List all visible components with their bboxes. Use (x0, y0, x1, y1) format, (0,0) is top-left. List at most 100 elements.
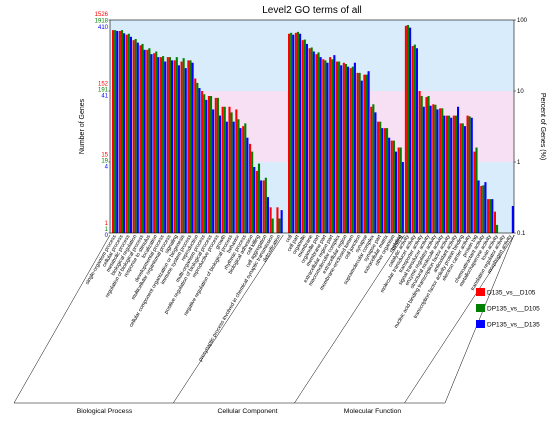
bar (136, 42, 139, 234)
bar (468, 116, 471, 233)
bar (379, 121, 382, 233)
bar (406, 25, 410, 233)
left-tick-label: 41 (101, 94, 108, 100)
bar (239, 128, 242, 233)
bar (461, 123, 464, 233)
bar (148, 48, 151, 234)
bar (260, 180, 263, 233)
bar (159, 57, 163, 233)
bar (198, 88, 201, 233)
bar (214, 97, 217, 233)
bar (191, 62, 194, 233)
legend-label: D135_vs__D105 (487, 290, 536, 297)
group-divider (173, 234, 284, 404)
bar (141, 43, 144, 233)
bar (230, 112, 233, 233)
bar (342, 62, 345, 233)
bar (262, 180, 265, 233)
bar (132, 40, 135, 234)
bar (249, 143, 252, 233)
bar (203, 94, 206, 233)
left-tick-label: 1918 (95, 19, 109, 25)
bar (194, 78, 197, 233)
legend-swatch (476, 320, 485, 328)
legend: D135_vs__D105 DP135_vs__D105 DP135_vs__D13… (476, 288, 540, 329)
bar (477, 180, 480, 233)
bar (413, 44, 416, 233)
bar (257, 163, 261, 233)
bar (367, 71, 370, 233)
bar (171, 60, 174, 234)
bar (205, 99, 208, 233)
bar (390, 140, 393, 233)
bar (411, 46, 414, 233)
bar (216, 97, 219, 233)
bar (168, 57, 171, 233)
bar (335, 61, 339, 233)
bar (381, 128, 384, 233)
bar (120, 30, 124, 233)
bar (377, 121, 380, 233)
bar (450, 117, 453, 233)
bar (360, 80, 363, 233)
bar (365, 74, 368, 234)
plot-frame (109, 19, 515, 234)
bar (266, 197, 269, 233)
bar (207, 96, 210, 233)
bar (114, 30, 117, 233)
bar (299, 33, 302, 233)
right-tick-label: 0.1 (517, 231, 526, 237)
y-axis-label-left: Number of Genes (79, 98, 86, 154)
bar (331, 59, 334, 233)
bar (363, 74, 366, 234)
bar (434, 104, 437, 233)
bar (480, 185, 483, 233)
bar (242, 126, 245, 233)
bars (112, 25, 514, 234)
bar (439, 108, 442, 233)
bar (448, 115, 451, 233)
bar (196, 82, 199, 233)
bar (420, 96, 423, 233)
bar (317, 52, 320, 233)
bar (400, 227, 403, 233)
bar (112, 30, 115, 233)
bar (175, 57, 178, 233)
bar (180, 61, 183, 233)
bar (246, 137, 249, 233)
bar (397, 147, 400, 233)
category-label: cell (285, 234, 294, 244)
bar (164, 61, 167, 233)
bar (356, 72, 359, 234)
group-divider (404, 234, 515, 404)
right-tick-label: 1 (517, 160, 521, 166)
bar (425, 97, 428, 233)
bar (201, 91, 204, 233)
bar (253, 167, 256, 233)
group-label: Biological Process (77, 408, 133, 415)
bar (251, 151, 254, 233)
bar (255, 170, 258, 233)
bar (436, 109, 439, 233)
group-edge-line (444, 234, 515, 404)
group-edge-line (13, 234, 111, 404)
left-tick-label: 1 (105, 227, 109, 233)
bar (310, 47, 313, 234)
bar (221, 106, 224, 233)
bar (338, 61, 341, 233)
bar (184, 68, 187, 233)
bar (388, 137, 391, 233)
bar (475, 147, 478, 233)
left-tick-label: 152 (98, 82, 109, 88)
bar (210, 96, 213, 233)
bar (370, 106, 373, 233)
left-tick-label: 410 (98, 25, 109, 31)
bar (118, 30, 121, 233)
bar (182, 58, 185, 234)
bar (173, 60, 176, 234)
left-tick-label: 191 (98, 88, 109, 94)
bar (139, 45, 142, 233)
bar (351, 66, 354, 233)
